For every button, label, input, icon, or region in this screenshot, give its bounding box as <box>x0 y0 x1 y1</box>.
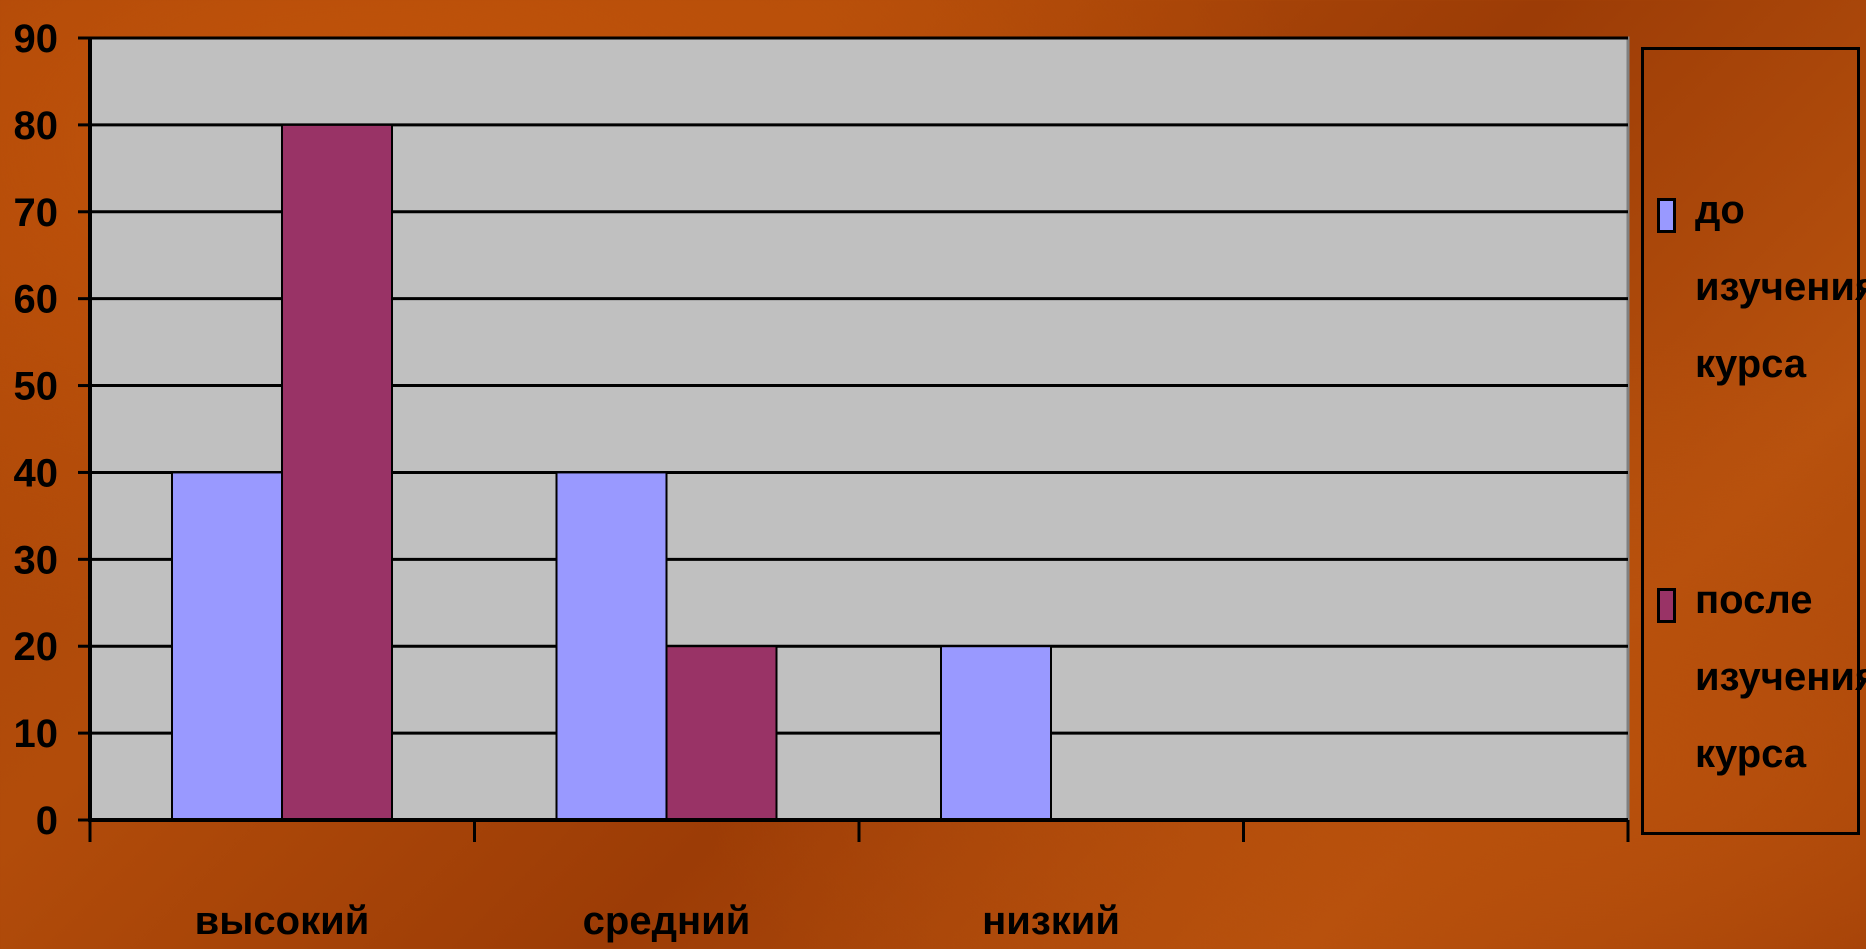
y-tick-label: 30 <box>14 538 59 582</box>
y-tick-label: 70 <box>14 191 59 235</box>
y-tick-labels: 0 10 20 30 40 50 60 70 80 90 <box>14 17 59 843</box>
bar <box>281 123 393 821</box>
y-tick-label: 60 <box>14 278 59 322</box>
x-category-labels: высокий средний низкий <box>195 899 1120 943</box>
x-category-label: низкий <box>982 899 1120 943</box>
bar <box>940 645 1052 821</box>
y-tick-label: 40 <box>14 451 59 495</box>
bar <box>171 471 283 821</box>
bars <box>171 123 1052 821</box>
legend-swatch-before <box>1657 198 1676 233</box>
legend-label-after: после изучения курса <box>1695 578 1866 776</box>
y-tick-label: 0 <box>36 799 58 843</box>
legend: до изучения курса после изучения курса <box>1641 47 1866 835</box>
y-tick-label: 90 <box>14 17 59 61</box>
y-tick-label: 50 <box>14 365 59 409</box>
x-category-label: высокий <box>195 899 370 943</box>
y-tick-label: 20 <box>14 625 59 669</box>
legend-label-before: до изучения курса <box>1695 188 1866 386</box>
x-category-label: средний <box>583 899 751 943</box>
bar <box>665 645 778 821</box>
y-tick-label: 80 <box>14 104 59 148</box>
bar <box>555 471 668 821</box>
legend-swatch-after <box>1657 588 1676 623</box>
axes <box>78 36 1630 842</box>
y-tick-label: 10 <box>14 712 59 756</box>
